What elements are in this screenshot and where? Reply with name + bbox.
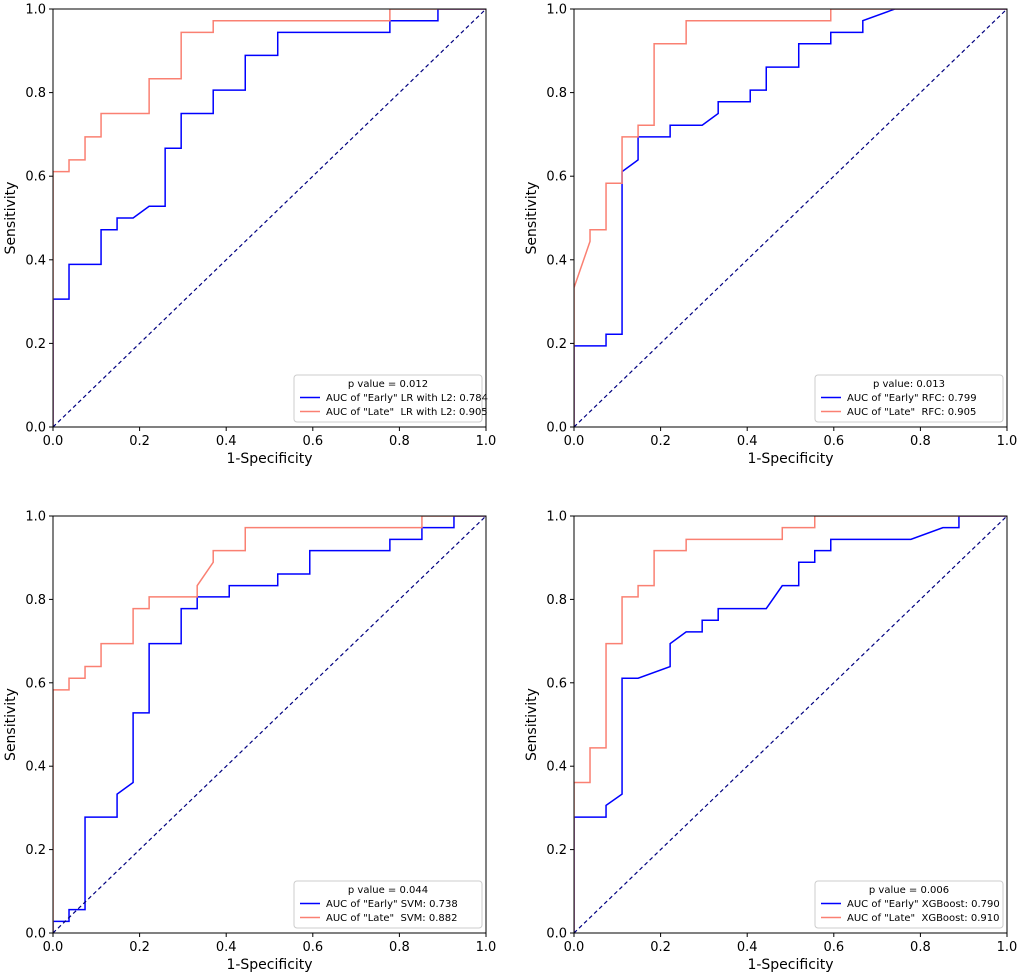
late-roc-curve xyxy=(53,9,486,427)
legend-entry: AUC of "Late" XGBoost: 0.910 xyxy=(847,913,999,924)
chance-diagonal-line xyxy=(574,516,1007,933)
y-tick-label: 0.6 xyxy=(546,170,567,185)
x-tick-label: 0.8 xyxy=(389,940,410,955)
y-axis-title: Sensitivity xyxy=(524,688,540,761)
chance-diagonal-line xyxy=(53,516,486,933)
legend-entry: AUC of "Early" XGBoost: 0.790 xyxy=(847,899,1000,910)
x-axis-title: 1-Specificity xyxy=(747,451,833,467)
chance-diagonal-line xyxy=(574,9,1007,427)
late-roc-curve xyxy=(574,9,1007,427)
legend-entry: AUC of "Late" SVM: 0.882 xyxy=(326,913,457,924)
y-tick-label: 0.2 xyxy=(25,337,46,352)
legend-title: p value: 0.013 xyxy=(873,379,945,390)
x-tick-label: 0.2 xyxy=(129,434,150,449)
legend-entry: AUC of "Early" SVM: 0.738 xyxy=(326,899,458,910)
x-tick-label: 0.4 xyxy=(737,940,758,955)
x-tick-label: 0.0 xyxy=(564,434,585,449)
legend-box xyxy=(293,374,483,423)
early-roc-curve xyxy=(574,516,1007,933)
y-tick-label: 1.0 xyxy=(546,510,567,525)
x-tick-label: 0.0 xyxy=(564,940,585,955)
plot-frame xyxy=(573,8,1008,428)
y-tick-label: 1.0 xyxy=(25,3,46,18)
y-tick-label: 0.4 xyxy=(25,253,46,268)
y-axis-title: Sensitivity xyxy=(3,182,19,255)
legend-box xyxy=(814,880,1004,929)
legend-box xyxy=(293,880,483,929)
roc-panel-top-right: 0.0 0.2 0.4 0.6 0.8 1.0 0.0 0.2 0.4 0.6 0.8 1.0 1-Sp… xyxy=(524,3,1017,468)
early-roc-curve xyxy=(574,9,1007,427)
x-axis-title: 1-Specificity xyxy=(226,957,312,973)
x-tick-label: 0.0 xyxy=(43,434,64,449)
x-tick-label: 1.0 xyxy=(997,940,1018,955)
y-tick-label: 1.0 xyxy=(546,3,567,18)
y-axis-title: Sensitivity xyxy=(3,688,19,761)
legend-title: p value = 0.012 xyxy=(348,379,428,390)
x-tick-label: 0.0 xyxy=(43,940,64,955)
y-tick-label: 0.0 xyxy=(546,927,567,942)
legend-entry: AUC of "Early" RFC: 0.799 xyxy=(847,393,977,404)
roc-panel-bottom-right: 0.0 0.2 0.4 0.6 0.8 1.0 0.0 0.2 0.4 0.6 0.8 1.0 1-Sp… xyxy=(524,510,1017,974)
y-tick-label: 0.4 xyxy=(546,760,567,775)
late-roc-curve xyxy=(574,516,1007,933)
roc-panel-bottom-left: 0.0 0.2 0.4 0.6 0.8 1.0 0.0 0.2 0.4 0.6 0.8 1.0 1-Sp… xyxy=(3,510,496,974)
y-tick-label: 0.8 xyxy=(25,86,46,101)
y-tick-label: 0.6 xyxy=(25,676,46,691)
plot-frame xyxy=(52,8,487,428)
legend: p value = 0.044 AUC of "Early" SVM: 0.738… xyxy=(293,880,483,929)
x-tick-label: 0.2 xyxy=(129,940,150,955)
legend: p value = 0.012 AUC of "Early" LR with L2… xyxy=(293,374,488,423)
x-tick-label: 0.2 xyxy=(650,940,671,955)
x-axis-title: 1-Specificity xyxy=(747,957,833,973)
y-axis-title: Sensitivity xyxy=(524,182,540,255)
y-tick-label: 0.4 xyxy=(546,253,567,268)
legend-entry: AUC of "Late" RFC: 0.905 xyxy=(847,407,976,418)
y-tick-label: 0.8 xyxy=(25,593,46,608)
roc-panel-top-left: 0.0 0.2 0.4 0.6 0.8 1.0 0.0 0.2 0.4 0.6 0.8 1.0 1-Sp… xyxy=(3,3,496,468)
legend: p value = 0.006 AUC of "Early" XGBoost: 0… xyxy=(814,880,1004,929)
x-tick-label: 0.4 xyxy=(216,434,237,449)
x-tick-label: 1.0 xyxy=(997,434,1018,449)
legend: p value: 0.013 AUC of "Early" RFC: 0.799 A… xyxy=(814,374,1004,423)
x-tick-label: 0.8 xyxy=(389,434,410,449)
x-tick-label: 0.4 xyxy=(737,434,758,449)
y-tick-label: 0.8 xyxy=(546,86,567,101)
y-tick-label: 0.2 xyxy=(546,843,567,858)
late-roc-curve xyxy=(53,516,486,933)
y-tick-label: 1.0 xyxy=(25,510,46,525)
early-roc-curve xyxy=(53,516,486,933)
legend-entry: AUC of "Early" LR with L2: 0.784 xyxy=(326,393,488,404)
legend-entry: AUC of "Late" LR with L2: 0.905 xyxy=(326,407,488,418)
legend-title: p value = 0.006 xyxy=(869,885,949,896)
x-tick-label: 0.2 xyxy=(650,434,671,449)
x-axis-title: 1-Specificity xyxy=(226,451,312,467)
chance-diagonal-line xyxy=(53,9,486,427)
x-tick-label: 0.8 xyxy=(910,940,931,955)
y-tick-label: 0.6 xyxy=(546,676,567,691)
x-tick-label: 0.8 xyxy=(910,434,931,449)
y-tick-label: 0.8 xyxy=(546,593,567,608)
y-tick-label: 0.2 xyxy=(546,337,567,352)
x-tick-label: 0.6 xyxy=(302,940,323,955)
y-tick-label: 0.0 xyxy=(546,421,567,436)
y-tick-label: 0.0 xyxy=(25,421,46,436)
x-tick-label: 1.0 xyxy=(476,940,497,955)
y-tick-label: 0.6 xyxy=(25,170,46,185)
x-tick-label: 0.6 xyxy=(823,940,844,955)
x-tick-label: 0.6 xyxy=(302,434,323,449)
y-tick-label: 0.0 xyxy=(25,927,46,942)
plot-frame xyxy=(573,515,1008,934)
x-tick-label: 1.0 xyxy=(476,434,497,449)
x-tick-label: 0.4 xyxy=(216,940,237,955)
y-tick-label: 0.2 xyxy=(25,843,46,858)
plot-frame xyxy=(52,515,487,934)
legend-title: p value = 0.044 xyxy=(348,885,428,896)
legend-box xyxy=(814,374,1004,423)
x-tick-label: 0.6 xyxy=(823,434,844,449)
y-tick-label: 0.4 xyxy=(25,760,46,775)
early-roc-curve xyxy=(53,9,486,427)
